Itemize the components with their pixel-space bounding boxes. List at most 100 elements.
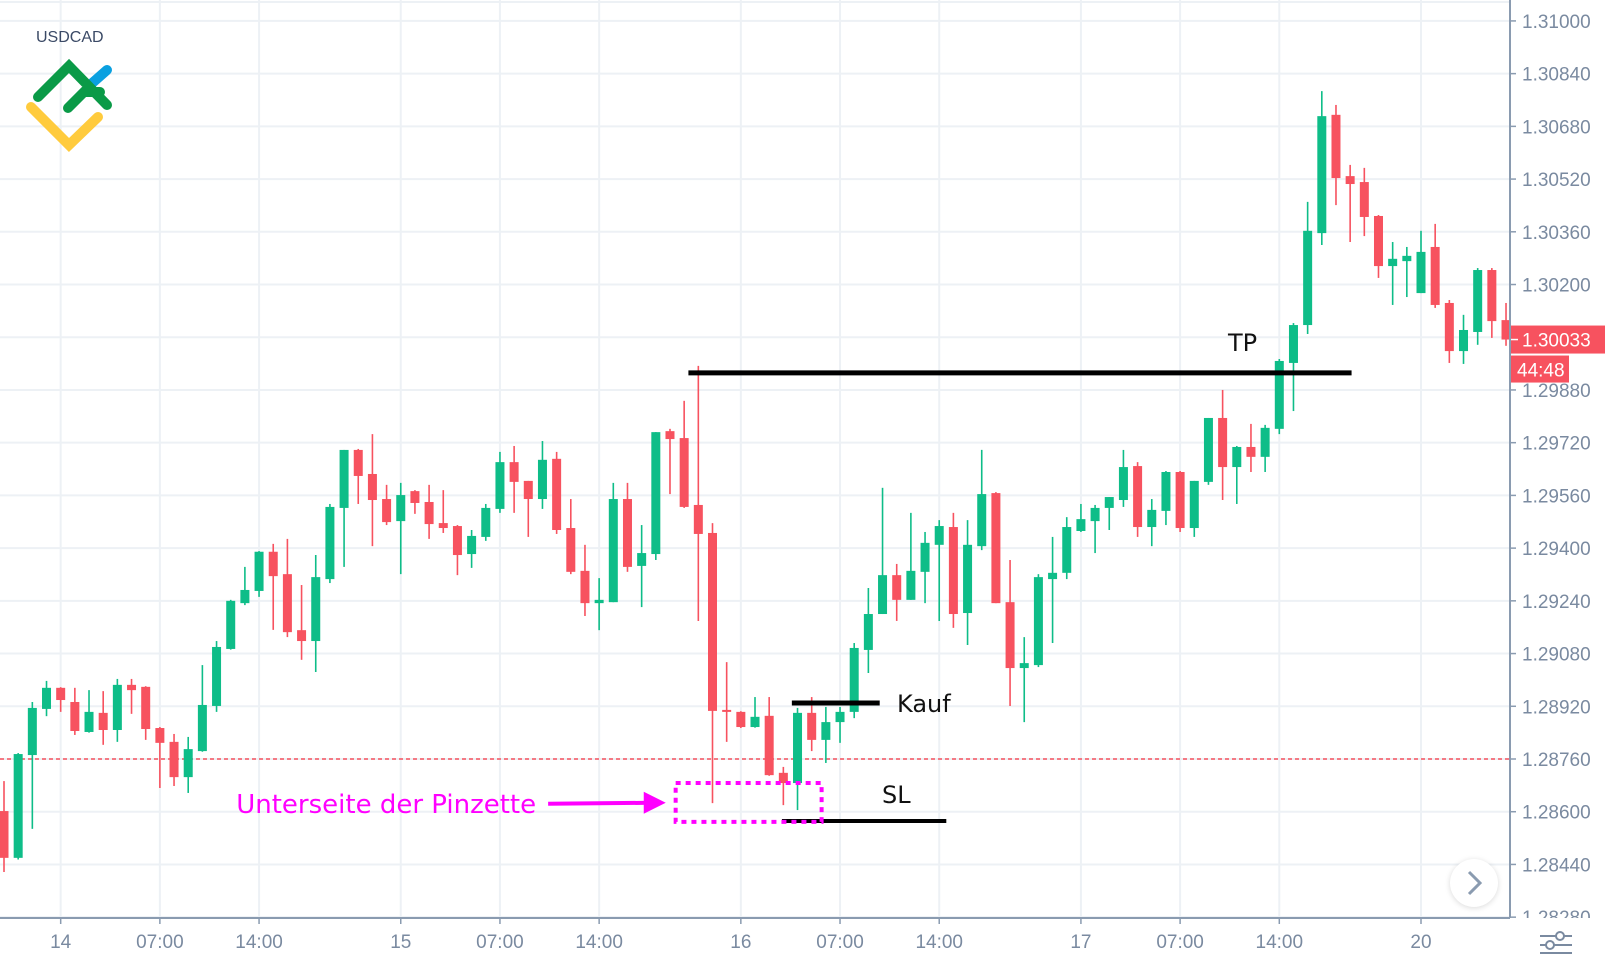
candle xyxy=(821,706,831,763)
candle xyxy=(70,687,80,735)
candle xyxy=(226,599,236,650)
candle-body xyxy=(1203,417,1213,482)
candle-body xyxy=(778,772,788,784)
candle-body xyxy=(1444,302,1454,352)
candle xyxy=(736,711,746,729)
candle-body xyxy=(169,741,179,778)
candle-body xyxy=(594,599,604,604)
chart-settings-button[interactable] xyxy=(1538,927,1574,955)
candle-body xyxy=(722,709,732,712)
candle-body xyxy=(1218,417,1228,468)
candle-body xyxy=(1260,427,1270,457)
candle xyxy=(1303,201,1313,334)
candle-body xyxy=(863,614,873,650)
scroll-right-button[interactable] xyxy=(1450,859,1498,907)
symbol-label: USDCAD xyxy=(36,29,104,46)
candle-body xyxy=(1430,246,1440,305)
price-tick-label: 1.29240 xyxy=(1522,592,1591,613)
candle-body xyxy=(1288,325,1298,363)
candle-body xyxy=(1459,329,1469,352)
candle-body xyxy=(127,684,137,691)
candle-body xyxy=(1473,270,1483,332)
time-tick-label: 07:00 xyxy=(1156,932,1204,953)
candle xyxy=(155,727,165,788)
countdown-badge xyxy=(1511,355,1569,383)
candle xyxy=(835,706,845,743)
candle xyxy=(1019,637,1029,723)
candle-body xyxy=(56,687,66,701)
candle-body xyxy=(920,542,930,572)
current-price-badge xyxy=(1511,325,1605,354)
candle-body xyxy=(1388,258,1398,267)
candle-body xyxy=(396,495,406,522)
candle-body xyxy=(1246,446,1256,457)
candle xyxy=(679,400,689,508)
time-tick-label: 14:00 xyxy=(235,932,283,953)
candle-body xyxy=(141,686,151,730)
candle xyxy=(353,448,363,504)
price-axis-labels: 1.31000 1.30840 1.30680 1.30520 1.30360 1.302… xyxy=(1510,12,1591,918)
candle xyxy=(452,525,462,576)
candle xyxy=(396,482,406,575)
candle xyxy=(1359,167,1369,237)
candle-body xyxy=(1331,114,1341,179)
candle-body xyxy=(1161,472,1171,511)
candle-body xyxy=(1373,215,1383,267)
candle-body xyxy=(736,711,746,728)
candle-body xyxy=(1359,182,1369,217)
candle xyxy=(467,529,477,568)
candle-body xyxy=(1501,320,1511,340)
candle xyxy=(1218,389,1228,501)
candle xyxy=(665,428,675,495)
candle xyxy=(1232,445,1242,504)
candle xyxy=(764,697,774,776)
candle xyxy=(13,753,23,860)
candle-body xyxy=(1062,527,1072,573)
candle-body xyxy=(1133,466,1143,528)
candle-body xyxy=(339,449,349,508)
candle xyxy=(1260,424,1270,473)
candle-body xyxy=(622,499,632,567)
candle xyxy=(382,484,392,526)
candle-body xyxy=(552,458,562,530)
candle-body xyxy=(693,504,703,534)
candle-body xyxy=(963,544,973,614)
candle-body xyxy=(1303,230,1313,326)
chevron-right-icon xyxy=(1467,870,1483,896)
candle-body xyxy=(42,687,52,709)
candle xyxy=(438,490,448,533)
price-tick-label: 1.29080 xyxy=(1522,645,1591,666)
candle xyxy=(1048,536,1058,644)
candle-body xyxy=(948,527,958,615)
candle-body xyxy=(27,707,37,756)
candle xyxy=(56,687,66,712)
candle-body xyxy=(708,532,717,711)
candle xyxy=(1118,449,1128,507)
candle-body xyxy=(13,754,23,858)
tp-label: TP xyxy=(1227,329,1257,357)
candle xyxy=(495,451,505,513)
candle xyxy=(863,587,873,674)
candle-body xyxy=(98,712,108,731)
candle xyxy=(282,538,292,638)
candle xyxy=(1317,91,1327,245)
candle xyxy=(1161,471,1171,526)
candle xyxy=(367,434,377,547)
candle-body xyxy=(353,449,363,476)
candle-body xyxy=(1005,602,1015,669)
candle xyxy=(127,678,137,714)
candle-body xyxy=(84,711,94,732)
time-tick-label: 14:00 xyxy=(1256,932,1304,953)
candle-body xyxy=(495,462,505,509)
candle xyxy=(693,365,703,621)
candle xyxy=(948,512,958,628)
candle xyxy=(807,697,817,752)
candle-body xyxy=(1345,176,1355,185)
candle xyxy=(1345,164,1355,243)
candle xyxy=(1444,300,1454,363)
candle xyxy=(977,449,987,551)
candle xyxy=(1005,559,1015,706)
candle xyxy=(608,482,618,603)
candle-body xyxy=(793,712,803,784)
